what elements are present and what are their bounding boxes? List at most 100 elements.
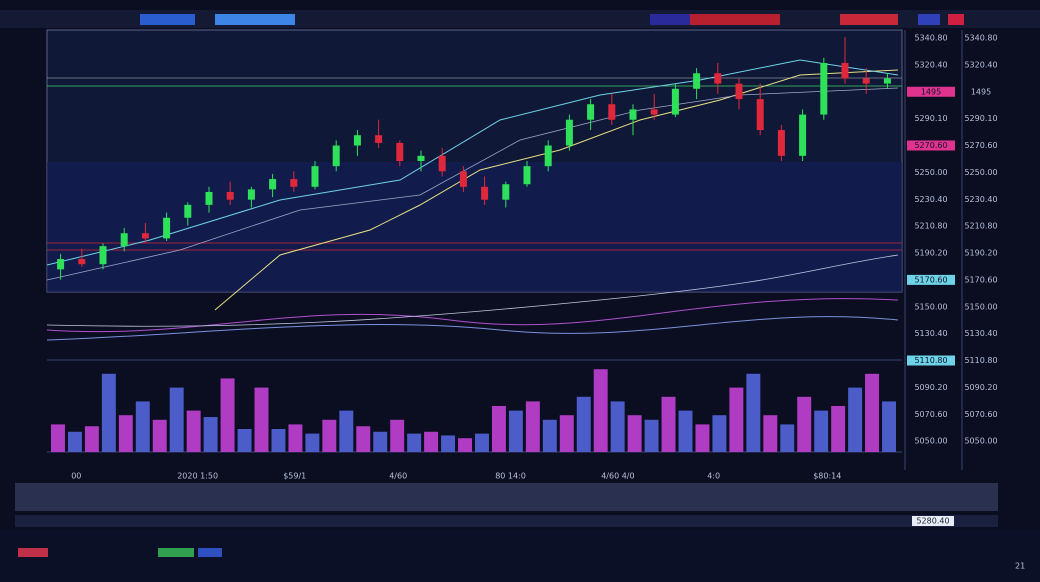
toolbar-button[interactable]: [140, 14, 195, 25]
volume-bar: [203, 417, 218, 452]
corner-label: 21: [1015, 562, 1025, 571]
toolbar-button[interactable]: [948, 14, 964, 25]
price-label: 5320.40: [964, 60, 997, 69]
oscillator: [46, 254, 899, 327]
volume-bar: [152, 419, 167, 452]
toolbar-button[interactable]: [918, 14, 940, 25]
volume-bar: [831, 406, 846, 452]
price-label: 5270.60: [964, 141, 997, 150]
volume-bar: [135, 401, 150, 452]
toolbar-button[interactable]: [215, 14, 295, 25]
volume-bar: [475, 433, 489, 452]
tool-button[interactable]: [18, 548, 48, 557]
price-label: 5190.20: [964, 249, 997, 258]
price-label: 5050.00: [914, 437, 947, 446]
volume-bar: [814, 410, 829, 452]
candle-body: [226, 191, 234, 200]
volume-bar: [593, 369, 608, 452]
candle-body: [57, 259, 65, 270]
volume-bar: [67, 431, 82, 452]
tool-button[interactable]: [198, 548, 222, 557]
candle-body: [311, 166, 319, 187]
candle-body: [671, 88, 679, 115]
time-label: 4/60: [389, 472, 407, 481]
price-label: 5290.10: [964, 114, 997, 123]
toolbar-button[interactable]: [690, 14, 780, 25]
input-field[interactable]: [912, 516, 954, 526]
volume-bar: [424, 431, 439, 452]
candle-body: [841, 62, 849, 79]
time-label: 80 14:0: [495, 472, 526, 481]
time-label: $59/1: [283, 472, 306, 481]
price-tag: [907, 140, 955, 151]
volume-bar: [407, 433, 422, 452]
candle-body: [756, 99, 764, 131]
tool-button[interactable]: [158, 548, 194, 557]
candle-body: [459, 171, 467, 187]
price-label: 5130.40: [914, 329, 947, 338]
volume-bar: [695, 424, 710, 452]
volume-bar: [678, 410, 693, 452]
price-label: 5340.80: [964, 34, 997, 43]
price-label: 5290.10: [914, 114, 947, 123]
candle-body: [523, 166, 531, 185]
scrollbar[interactable]: [15, 483, 998, 511]
volume-bar: [797, 396, 812, 452]
candle-body: [163, 217, 171, 239]
volume-bar: [84, 426, 99, 452]
price-label: 1495: [971, 87, 991, 96]
price-label: 5070.60: [914, 410, 947, 419]
candle-body: [735, 83, 743, 100]
toolbar-button[interactable]: [650, 14, 690, 25]
volume-bar: [661, 396, 676, 452]
candle-body: [650, 109, 658, 115]
price-label: 5130.40: [964, 329, 997, 338]
toolbar-button[interactable]: [840, 14, 898, 25]
volume-bar: [373, 431, 388, 452]
volume-bar: [220, 378, 235, 452]
volume-bar: [712, 415, 727, 452]
candle-body: [799, 114, 807, 156]
volume-bar: [882, 401, 896, 452]
volume-bar: [848, 387, 863, 452]
candle-body: [587, 104, 595, 120]
volume-bar: [627, 415, 642, 452]
volume-bar: [305, 433, 320, 452]
price-label: 5340.80: [914, 34, 947, 43]
candle-body: [481, 186, 489, 200]
price-label: 5250.00: [914, 168, 947, 177]
volume-bar: [746, 373, 761, 452]
volume-bar: [390, 419, 405, 452]
candle-body: [396, 142, 404, 161]
price-label: 5210.80: [964, 222, 997, 231]
price-label: 1495: [921, 87, 941, 96]
candle-body: [184, 204, 192, 218]
volume-bar: [780, 424, 795, 452]
volume-bar: [458, 438, 472, 452]
candle-body: [629, 109, 637, 120]
price-tag: [907, 86, 955, 97]
volume-bar: [271, 429, 286, 452]
volume-bar: [339, 410, 354, 452]
price-label: 5110.80: [964, 356, 997, 365]
price-label: 5320.40: [914, 60, 947, 69]
candle-body: [438, 155, 446, 172]
price-label: 5270.60: [914, 141, 947, 150]
bottom-toolbar: [0, 530, 1040, 582]
moving-average: [46, 59, 899, 266]
time-label: $80:14: [813, 472, 841, 481]
time-label: 4:0: [707, 472, 720, 481]
candle-body: [565, 119, 573, 146]
candle-body: [714, 73, 722, 84]
navigator[interactable]: [15, 515, 998, 527]
input-value: 5280.40: [916, 517, 949, 526]
candle-body: [375, 135, 383, 143]
price-label: 5230.40: [914, 195, 947, 204]
price-label: 5190.20: [914, 249, 947, 258]
volume-bar: [865, 373, 880, 452]
volume-bar: [322, 419, 337, 452]
oscillator: [46, 316, 899, 341]
volume-bar: [51, 424, 65, 452]
time-label: 00: [71, 472, 81, 481]
